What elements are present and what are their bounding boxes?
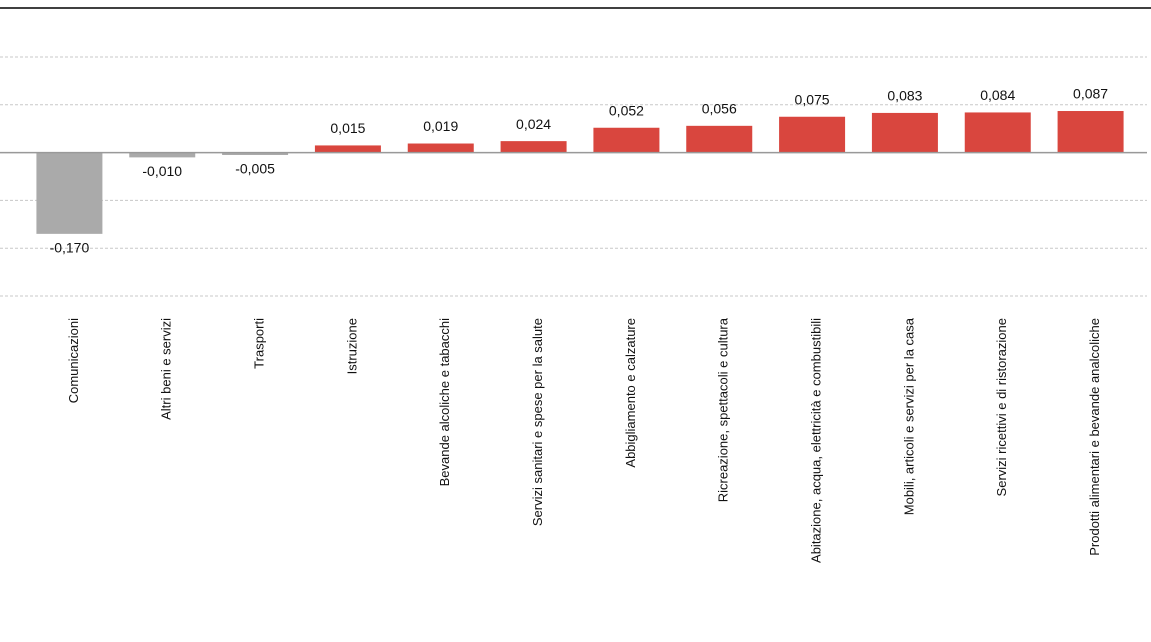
value-label: 0,015 xyxy=(330,120,365,136)
x-tick-label: Mobili, articoli e servizi per la casa xyxy=(901,317,916,515)
x-tick-label: Servizi ricettivi e di ristorazione xyxy=(994,318,1009,496)
value-label: -0,005 xyxy=(235,161,275,177)
x-tick-label: Servizi sanitari e spese per la salute xyxy=(530,318,545,526)
x-tick-label: Abbigliamento e calzature xyxy=(623,318,638,468)
value-label: 0,083 xyxy=(887,88,922,104)
x-tick-label: Abitazione, acqua, elettricità e combust… xyxy=(809,318,824,563)
value-label: -0,010 xyxy=(142,163,182,179)
x-tick-label: Comunicazioni xyxy=(66,318,81,403)
x-tick-label: Istruzione xyxy=(344,318,359,374)
value-label: -0,170 xyxy=(50,240,90,256)
value-label: 0,084 xyxy=(980,87,1015,103)
x-tick-label: Prodotti alimentari e bevande analcolich… xyxy=(1087,318,1102,556)
value-label: 0,087 xyxy=(1073,86,1108,102)
bar xyxy=(964,112,1031,153)
bar xyxy=(314,145,381,153)
bar xyxy=(500,141,567,153)
bar xyxy=(871,112,938,153)
value-label: 0,019 xyxy=(423,118,458,134)
bar xyxy=(36,152,103,234)
bar xyxy=(1057,111,1124,153)
x-tick-label: Trasporti xyxy=(252,318,267,369)
value-label: 0,075 xyxy=(795,91,830,107)
value-label: 0,024 xyxy=(516,116,551,132)
bar xyxy=(686,125,753,153)
value-label: 0,052 xyxy=(609,102,644,118)
bar xyxy=(593,127,660,153)
x-tick-label: Bevande alcoliche e tabacchi xyxy=(437,318,452,487)
bar xyxy=(779,116,846,153)
bar xyxy=(407,143,474,153)
bar xyxy=(222,152,289,155)
bar xyxy=(129,152,196,158)
x-tick-label: Altri beni e servizi xyxy=(159,318,174,420)
value-label: 0,056 xyxy=(702,101,737,117)
x-tick-label: Ricreazione, spettacoli e cultura xyxy=(716,317,731,502)
